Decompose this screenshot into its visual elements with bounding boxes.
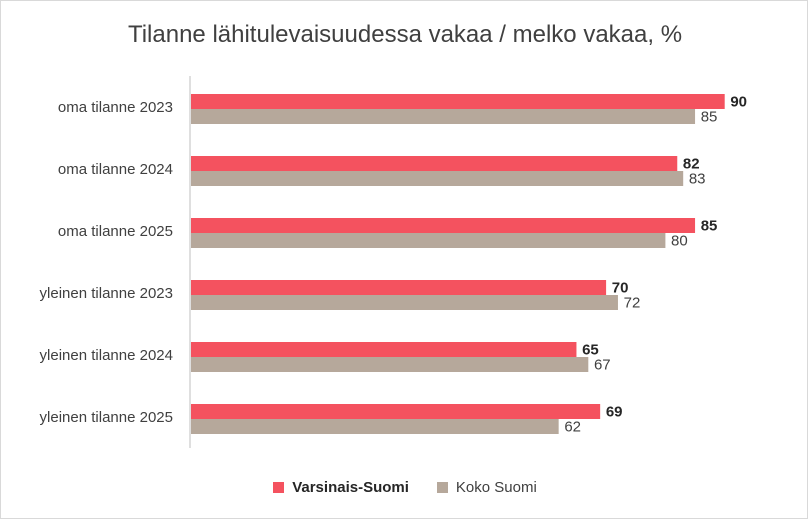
category-label: oma tilanne 2025 xyxy=(58,223,173,240)
data-label: 72 xyxy=(624,295,641,312)
data-label: 82 xyxy=(683,156,700,173)
data-label: 65 xyxy=(582,342,599,359)
data-label: 85 xyxy=(701,218,718,235)
legend-label-koko-suomi: Koko Suomi xyxy=(455,479,537,496)
chart-title: Tilanne lähitulevaisuudessa vakaa / melk… xyxy=(127,21,683,48)
bar-koko-suomi xyxy=(191,357,589,372)
data-label: 62 xyxy=(564,419,581,436)
legend-label-varsinais-suomi: Varsinais-Suomi xyxy=(292,479,409,496)
legend: Varsinais-Suomi Koko Suomi xyxy=(1,479,808,496)
category-label: yleinen tilanne 2023 xyxy=(40,285,173,302)
legend-swatch-koko-suomi xyxy=(436,482,448,493)
category-label: yleinen tilanne 2025 xyxy=(40,409,173,426)
data-label: 80 xyxy=(671,233,688,250)
legend-item-koko-suomi: Koko Suomi xyxy=(436,479,537,496)
category-label: oma tilanne 2024 xyxy=(58,161,173,178)
legend-item-varsinais-suomi: Varsinais-Suomi xyxy=(273,479,409,496)
data-label: 90 xyxy=(730,94,747,111)
data-label: 67 xyxy=(594,357,611,374)
data-label: 83 xyxy=(689,171,706,188)
category-label: oma tilanne 2023 xyxy=(58,99,173,116)
bar-varsinais-suomi xyxy=(191,156,678,171)
bar-koko-suomi xyxy=(191,295,618,310)
category-label: yleinen tilanne 2024 xyxy=(40,347,173,364)
bar-varsinais-suomi xyxy=(191,280,607,295)
data-label: 69 xyxy=(606,404,623,421)
bar-varsinais-suomi xyxy=(191,94,725,109)
bar-varsinais-suomi xyxy=(191,342,577,357)
data-label: 85 xyxy=(701,109,718,126)
bar-koko-suomi xyxy=(191,109,696,124)
bar-koko-suomi xyxy=(191,171,684,186)
data-label: 70 xyxy=(612,280,629,297)
bar-koko-suomi xyxy=(191,233,666,248)
legend-swatch-varsinais-suomi xyxy=(273,482,285,493)
bar-varsinais-suomi xyxy=(191,218,696,233)
bar-varsinais-suomi xyxy=(191,404,601,419)
bar-koko-suomi xyxy=(191,419,559,434)
